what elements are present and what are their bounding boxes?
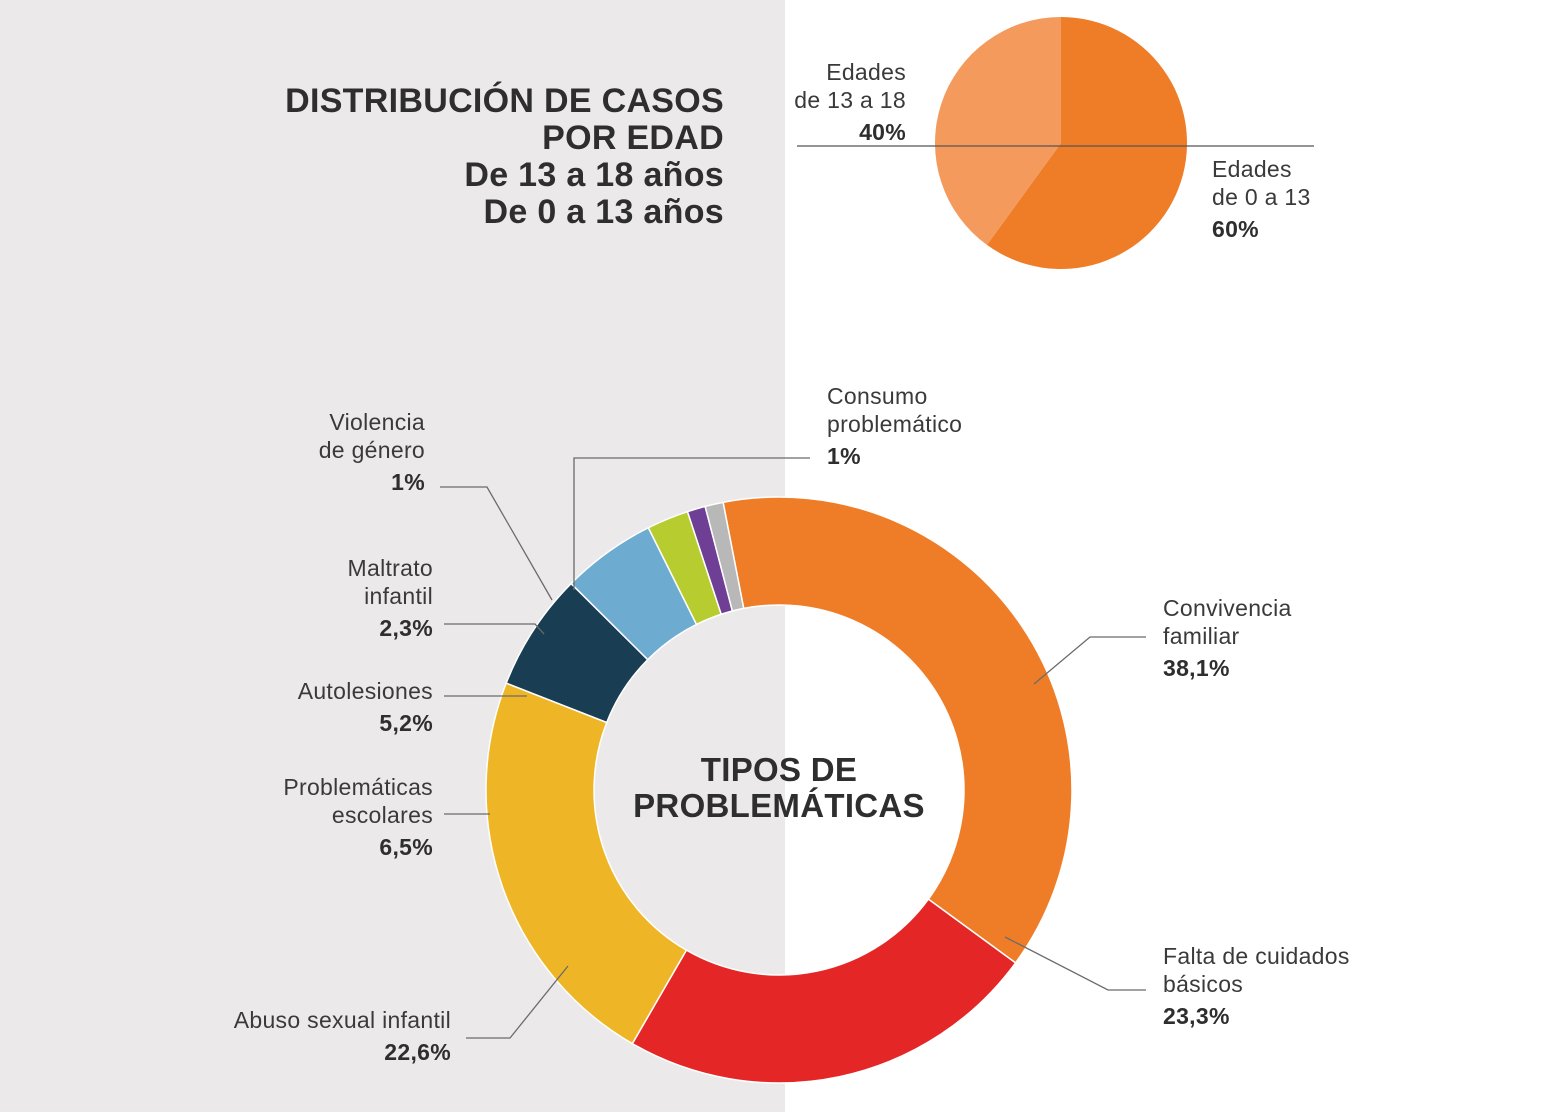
- slice-age-0-13: [986, 17, 1188, 269]
- age-pie-chart: [935, 17, 1188, 269]
- label-abuso-sexual: Abuso sexual infantil 22,6%: [233, 1007, 451, 1065]
- label-autolesiones: Autolesiones 5,2%: [297, 678, 433, 736]
- value-autolesiones: 5,2%: [379, 710, 433, 736]
- leader-abuso-sexual: [466, 965, 569, 1039]
- value-problematicas-escolares: 6,5%: [379, 834, 433, 860]
- slice-consumo-problematico: [704, 501, 745, 612]
- label-problematicas-escolares: Problemáticas escolares 6,5%: [283, 774, 433, 860]
- donut-center-title: TIPOS DE PROBLEMÁTICAS: [633, 751, 925, 824]
- value-abuso-sexual: 22,6%: [384, 1039, 451, 1065]
- slice-abuso-sexual: [485, 682, 688, 1045]
- label-age-13-18: Edades de 13 a 18 40%: [794, 59, 906, 145]
- slice-falta-cuidados: [631, 898, 1017, 1084]
- value-age-0-13: 60%: [1212, 216, 1259, 242]
- value-consumo-problematico: 1%: [827, 443, 861, 469]
- value-age-13-18: 40%: [859, 119, 906, 145]
- value-maltrato-infantil: 2,3%: [379, 615, 433, 641]
- leader-convivencia: [1033, 636, 1146, 685]
- value-falta-cuidados: 23,3%: [1163, 1003, 1230, 1029]
- label-convivencia-familiar: Convivencia familiar 38,1%: [1163, 595, 1292, 681]
- leader-violencia: [440, 486, 553, 601]
- label-violencia-genero: Violencia de género 1%: [318, 409, 425, 495]
- title-line-3: De 13 a 18 años: [464, 156, 724, 194]
- title-line-4: De 0 a 13 años: [483, 193, 724, 231]
- slice-convivencia-familiar: [722, 496, 1073, 964]
- leader-lines: [440, 457, 1146, 1039]
- leader-consumo: [573, 457, 810, 590]
- label-consumo-problematico: Consumo problemático 1%: [827, 383, 963, 469]
- leader-falta-cuidados: [1004, 936, 1146, 991]
- value-violencia-genero: 1%: [391, 469, 425, 495]
- leader-maltrato: [444, 623, 545, 635]
- title-line-1: DISTRIBUCIÓN DE CASOS: [285, 82, 724, 120]
- age-distribution-title: DISTRIBUCIÓN DE CASOS POR EDAD De 13 a 1…: [285, 83, 724, 231]
- title-line-2: POR EDAD: [542, 119, 724, 157]
- value-convivencia-familiar: 38,1%: [1163, 655, 1230, 681]
- label-falta-cuidados: Falta de cuidados básicos 23,3%: [1163, 943, 1350, 1029]
- label-maltrato-infantil: Maltrato infantil 2,3%: [347, 555, 433, 641]
- slice-age-13-18: [935, 17, 1061, 245]
- label-age-0-13: Edades de 0 a 13 60%: [1212, 156, 1311, 242]
